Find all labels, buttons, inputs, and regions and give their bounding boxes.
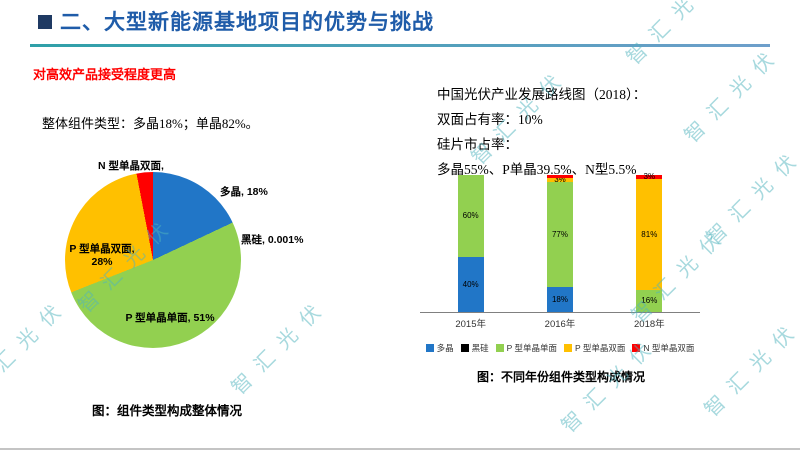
bar-segment-label: 60% (462, 211, 479, 221)
legend-label: N 型单晶双面 (643, 343, 695, 353)
bar-segment-label: 40% (462, 279, 479, 289)
pie-chart-area: N 型单晶双面, 多晶, 18% 黑硅, 0.001% P 型单晶双面, 28%… (40, 150, 380, 400)
bar-segment: 3% (546, 174, 573, 184)
bar-segment (546, 175, 573, 178)
x-axis-label: 2018年 (634, 319, 665, 330)
bar-segment: 3% (636, 172, 663, 182)
module-type-intro: 整体组件类型：多晶18%；单晶82%。 (42, 116, 259, 131)
bar-chart-caption: 图：不同年份组件类型构成情况 (477, 370, 646, 384)
legend-swatch-icon (460, 344, 469, 352)
slide-title: 二、大型新能源基地项目的优势与挑战 (60, 11, 434, 34)
bar-stack: 40% 60% (457, 175, 484, 312)
roadmap-line-1: 中国光伏产业发展路线图（2018）： (437, 87, 647, 102)
watermark: 智汇光伏 (702, 143, 800, 250)
bar-segment: 18% (546, 287, 573, 312)
bar-column: 16% 81% 3% (605, 172, 694, 312)
watermark: 智汇光伏 (622, 0, 729, 70)
bar-stack: 18% 77% 3% (546, 174, 573, 312)
x-axis-label: 2015年 (455, 319, 486, 330)
roadmap-text-block: 中国光伏产业发展路线图（2018）： 双面占有率：10% 硅片市占率： 多晶55… (437, 82, 646, 182)
bar-legend: 多晶 黑硅 P 型单晶单面 P 型单晶双面 N 型单晶双面 (420, 342, 700, 354)
legend-item: N 型单晶双面 (632, 342, 694, 354)
legend-label: P 型单晶双面 (575, 343, 626, 353)
bar-segment: 40% (457, 257, 484, 312)
legend-item: 黑硅 (460, 342, 489, 354)
bar-xlabels: 2015年 2016年 2018年 (420, 313, 700, 330)
x-axis-label: 2016年 (544, 319, 576, 330)
legend-swatch-icon (425, 344, 434, 352)
legend-swatch-icon (564, 344, 572, 352)
pie-label-p-monofacial: P 型单晶单面, 51% (125, 312, 215, 324)
legend-swatch-icon (495, 344, 504, 352)
bar-column: 40% 60% (426, 175, 515, 312)
bar-plot: 40% 60% 18% 77% 3% 16% 81% 3% (420, 172, 700, 313)
bar-segment-label: 18% (551, 294, 568, 304)
pie-chart-caption: 图：组件类型构成整体情况 (92, 404, 243, 418)
bar-segment-label: 3% (554, 174, 566, 184)
legend-label: P 型单晶单面 (506, 343, 557, 353)
bar-stack: 16% 81% 3% (636, 172, 663, 312)
legend-item: P 型单晶双面 (564, 342, 625, 354)
legend-item: 多晶 (425, 342, 454, 354)
pie-label-p-bifacial: P 型单晶双面, 28% (69, 243, 135, 269)
watermark: 智汇光伏 (700, 315, 800, 422)
pie-label-multicrystal: 多晶, 18% (220, 186, 268, 198)
bar-segment: 77% (546, 181, 573, 288)
bar-segment-label: 16% (641, 296, 658, 306)
legend-label: 黑硅 (471, 343, 489, 353)
bar-segment: 81% (636, 179, 663, 291)
bar-chart-area: 40% 60% 18% 77% 3% 16% 81% 3% 2015年 2016年 2018年 多… (420, 172, 700, 354)
section-subtitle: 对高效产品接受程度更高 (33, 67, 177, 82)
bar-column: 18% 77% 3% (515, 175, 604, 312)
bar-segment: 60% (457, 175, 484, 258)
roadmap-line-4: 多晶55%、P单晶39.5%、N型5.5% (437, 162, 637, 177)
roadmap-line-3: 硅片市占率： (437, 137, 518, 152)
watermark: 智汇光伏 (680, 41, 787, 148)
bar-segment-label: 77% (551, 229, 568, 239)
legend-swatch-icon (632, 344, 641, 352)
title-underline (30, 44, 770, 47)
pie-label-black-silicon: 黑硅, 0.001% (241, 234, 304, 246)
bar-segment: 16% (636, 290, 663, 312)
legend-item: P 型单晶单面 (495, 342, 557, 354)
bar-segment-label: 81% (641, 229, 658, 239)
bar-segment-label: 3% (643, 172, 656, 182)
pie-label-n-type: N 型单晶双面, (98, 160, 164, 172)
roadmap-line-2: 双面占有率：10% (437, 112, 543, 127)
legend-label: 多晶 (436, 343, 454, 353)
title-bullet-icon (38, 15, 52, 29)
pie-chart (65, 172, 241, 348)
